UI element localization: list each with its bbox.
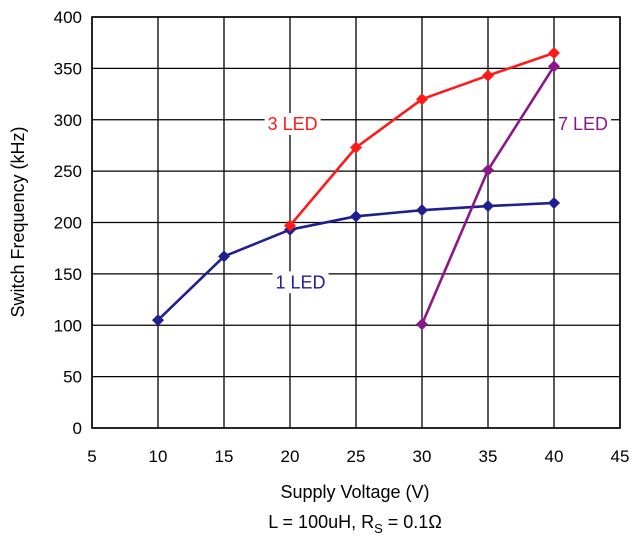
series-label-7-led: 7 LED [558,114,608,134]
data-point-1-led [416,204,428,217]
data-point-1-led [482,200,494,213]
y-tick-label: 200 [54,214,82,233]
data-point-7-led [548,60,560,73]
data-point-3-led [350,141,362,154]
series-label-3-led: 3 LED [268,114,318,134]
x-tick-label: 40 [545,447,564,466]
y-axis-title: Switch Frequency (kHz) [8,126,28,317]
x-tick-label: 10 [149,447,168,466]
y-tick-label: 150 [54,265,82,284]
x-axis-title: Supply Voltage (V) [280,482,429,502]
data-point-3-led [482,69,494,82]
x-tick-label: 45 [611,447,630,466]
note-prefix: L = 100uH, R [268,512,374,532]
x-tick-label: 35 [479,447,498,466]
data-point-1-led [152,314,164,327]
x-tick-label: 15 [215,447,234,466]
series-label-background-3-led [264,113,321,136]
series-layer [152,46,560,331]
note-suffix: = 0.1Ω [383,512,442,532]
x-tick-label: 30 [413,447,432,466]
data-point-1-led [548,196,560,209]
y-tick-label: 50 [63,368,82,387]
y-tick-label: 300 [54,111,82,130]
grid [91,16,621,429]
data-point-3-led [416,93,428,106]
data-point-7-led [416,318,428,331]
x-tick-label: 20 [281,447,300,466]
x-tick-label: 5 [87,447,96,466]
data-point-1-led [350,210,362,223]
data-point-1-led [218,250,230,263]
data-point-3-led [548,46,560,59]
y-tick-label: 100 [54,316,82,335]
plot-frame [91,16,621,429]
tick-labels: 5 10 15 20 25 30 35 40 45 0 50 100 150 200 250 300 350 40… [54,8,630,466]
y-tick-label: 250 [54,162,82,181]
data-point-7-led [482,164,494,177]
test-conditions-note: L = 100uH, RS = 0.1Ω [268,512,442,536]
x-tick-label: 25 [347,447,366,466]
data-point-3-led [284,219,296,232]
y-tick-label: 350 [54,59,82,78]
note-subscript: S [374,521,383,536]
series-label-background-1-led [272,271,329,294]
series-label-background-7-led [555,113,612,136]
y-tick-label: 0 [73,419,82,438]
series-label-1-led: 1 LED [276,272,326,292]
y-tick-label: 400 [54,8,82,27]
